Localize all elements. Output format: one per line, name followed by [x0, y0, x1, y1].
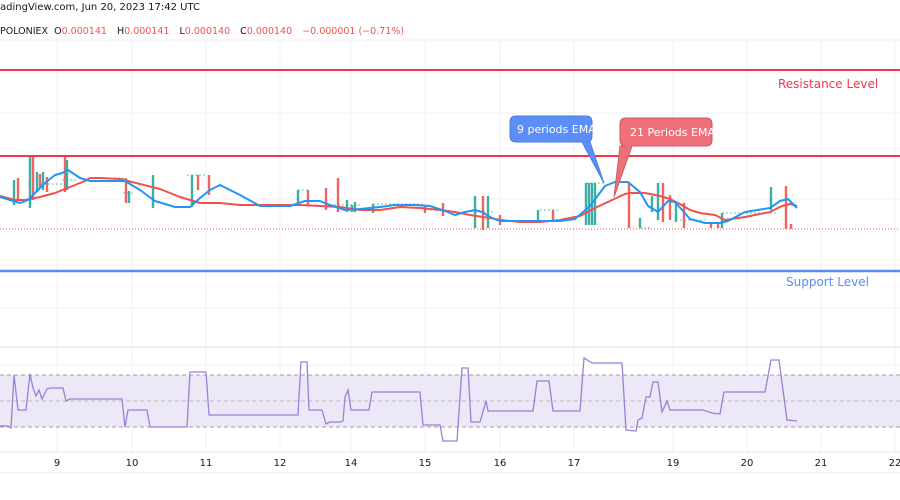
bearish-candle — [124, 178, 128, 203]
ema21-line[interactable] — [0, 177, 798, 223]
high-label: H — [116, 26, 125, 37]
ema9-callout[interactable]: 9 periods EMA — [509, 115, 605, 184]
bearish-candle — [16, 178, 20, 200]
bearish-candle — [196, 175, 200, 190]
bullish-candle — [353, 202, 357, 212]
time-axis-tick-label: 12 — [274, 458, 287, 469]
bullish-candle — [41, 172, 45, 190]
resistance-level-label: Resistance Level — [778, 77, 878, 91]
ema21-callout[interactable]: 21 Periods EMA — [613, 117, 715, 198]
bullish-candle — [650, 196, 654, 212]
bullish-candle — [345, 200, 349, 212]
time-axis-tick-label: 19 — [667, 458, 680, 469]
bullish-candle — [587, 183, 591, 225]
bullish-candle — [151, 175, 155, 208]
bullish-candle — [593, 183, 597, 225]
bullish-candle — [638, 218, 642, 228]
chart-source-line: adingView.com, Jun 20, 2023 17:42 UTC — [0, 2, 200, 13]
bearish-candle — [38, 174, 42, 188]
bearish-candle — [709, 222, 713, 228]
time-axis-tick-label: 10 — [126, 458, 139, 469]
time-axis-tick-label: 11 — [200, 458, 213, 469]
bullish-candle — [296, 190, 300, 206]
time-axis-tick-label: 21 — [815, 458, 828, 469]
bearish-candle — [716, 224, 720, 228]
low-label: L — [179, 26, 185, 37]
bullish-candle — [536, 210, 540, 222]
time-axis[interactable]: 9 10 11 12 14 15 16 17 19 20 21 22 — [54, 458, 900, 469]
bearish-candle — [63, 157, 67, 192]
ema21-callout-text: 21 Periods EMA — [630, 126, 715, 139]
bullish-candle — [190, 175, 194, 207]
ema9-callout-text: 9 periods EMA — [517, 123, 596, 136]
open-value: 0.000141 — [61, 26, 107, 37]
bearish-candle — [682, 203, 686, 228]
low-value: 0.000140 — [184, 26, 231, 37]
time-axis-tick-label: 9 — [54, 458, 60, 469]
exchange-name: POLONIEX — [0, 26, 49, 37]
bullish-candle — [674, 202, 678, 222]
change-value: −0.000001 (−0.71%) — [302, 26, 405, 37]
bullish-candle — [656, 183, 660, 220]
support-level-label: Support Level — [786, 275, 869, 289]
bearish-candle — [306, 190, 310, 205]
bearish-candle — [789, 224, 793, 229]
bearish-candle — [668, 195, 672, 220]
time-axis-tick-label: 16 — [494, 458, 507, 469]
bearish-candle — [784, 186, 788, 229]
close-label: C — [240, 26, 247, 37]
bearish-candle — [336, 178, 340, 212]
candlesticks — [12, 157, 793, 230]
bullish-candle — [720, 213, 724, 228]
bearish-candle — [324, 188, 328, 210]
bearish-candle — [31, 157, 35, 200]
bullish-candle — [12, 180, 16, 205]
time-axis-tick-label: 14 — [345, 458, 358, 469]
bearish-candle — [207, 175, 211, 195]
bullish-candle — [769, 187, 773, 210]
bullish-candle — [584, 183, 588, 225]
time-axis-tick-label: 15 — [419, 458, 432, 469]
time-axis-tick-label: 20 — [741, 458, 754, 469]
oscillator-line[interactable] — [0, 356, 798, 442]
bearish-candle — [661, 183, 665, 222]
bearish-candle — [627, 183, 631, 228]
bullish-candle — [35, 172, 39, 192]
bearish-candle — [551, 210, 555, 222]
bullish-candle — [65, 160, 69, 190]
bullish-candle — [28, 157, 32, 208]
ema9-line[interactable] — [0, 169, 798, 224]
high-value: 0.000141 — [124, 26, 170, 37]
close-value: 0.000140 — [246, 26, 293, 37]
bearish-candle — [45, 177, 49, 192]
time-axis-tick-label: 22 — [889, 458, 900, 469]
open-label: O — [54, 26, 62, 37]
ohlc-legend: POLONIEX O0.000141 H0.000141 L0.000140 C… — [0, 26, 411, 37]
time-axis-tick-label: 17 — [568, 458, 581, 469]
bullish-candle — [127, 191, 131, 203]
